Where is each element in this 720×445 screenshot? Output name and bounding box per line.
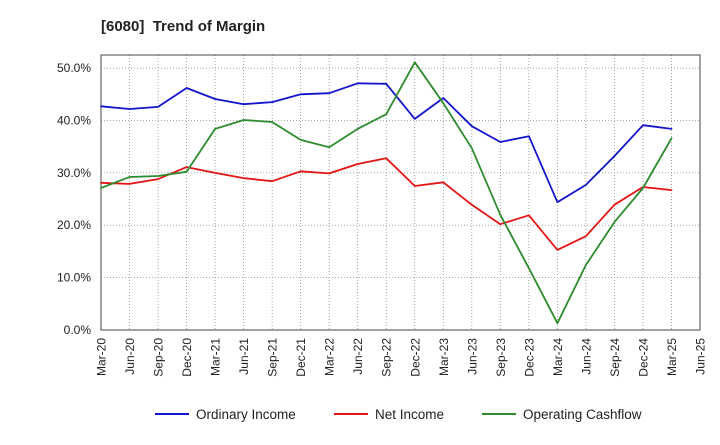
x-axis: Mar-20 Jun-20 Sep-20 Dec-20 Mar-21 Jun-21 Sep-… [95,338,708,377]
x-tick-label: Dec-21 [294,338,308,377]
series-lines [100,61,673,325]
legend: Ordinary Income Net Income Operating Cas… [155,407,642,422]
x-tick-label: Jun-22 [351,338,365,375]
x-tick-label: Sep-23 [494,338,508,377]
series-line-operating-cashflow [100,61,673,325]
y-tick-label: 30.0% [57,166,91,180]
x-tick-label: Mar-20 [95,338,109,376]
x-tick-label: Jun-20 [123,338,137,375]
legend-label: Net Income [375,407,444,422]
x-tick-label: Mar-21 [209,338,223,376]
plot-area [100,54,701,331]
y-tick-label: 40.0% [57,113,91,127]
x-tick-label: Sep-24 [608,338,622,377]
x-tick-label: Sep-20 [152,338,166,377]
grid [101,55,700,330]
legend-label: Operating Cashflow [523,407,642,422]
x-tick-label: Mar-24 [551,338,565,376]
legend-label: Ordinary Income [196,407,296,422]
legend-item-net-income: Net Income [334,407,444,422]
legend-item-operating-cashflow: Operating Cashflow [482,407,642,422]
x-tick-label: Dec-23 [522,338,536,377]
chart-title: [6080] Trend of Margin [101,18,265,35]
x-tick-label: Jun-23 [465,338,479,375]
y-tick-label: 50.0% [57,61,91,75]
y-tick-label: 20.0% [57,218,91,232]
x-tick-label: Dec-24 [636,338,650,377]
x-tick-label: Sep-21 [266,338,280,377]
x-tick-label: Mar-22 [323,338,337,376]
x-tick-label: Mar-25 [665,338,679,376]
x-tick-label: Sep-22 [380,338,394,377]
legend-item-ordinary-income: Ordinary Income [155,407,296,422]
y-tick-label: 0.0% [64,323,92,337]
y-axis: 0.0% 10.0% 20.0% 30.0% 40.0% 50.0% [57,61,91,337]
series-line-ordinary-income [100,82,673,204]
x-tick-label: Jun-25 [694,338,708,375]
y-tick-label: 10.0% [57,271,91,285]
x-tick-label: Jun-24 [579,338,593,375]
x-tick-label: Dec-22 [408,338,422,377]
series-line-net-income [100,157,673,251]
x-tick-label: Jun-21 [237,338,251,375]
x-tick-label: Mar-23 [437,338,451,376]
x-tick-label: Dec-20 [180,338,194,377]
